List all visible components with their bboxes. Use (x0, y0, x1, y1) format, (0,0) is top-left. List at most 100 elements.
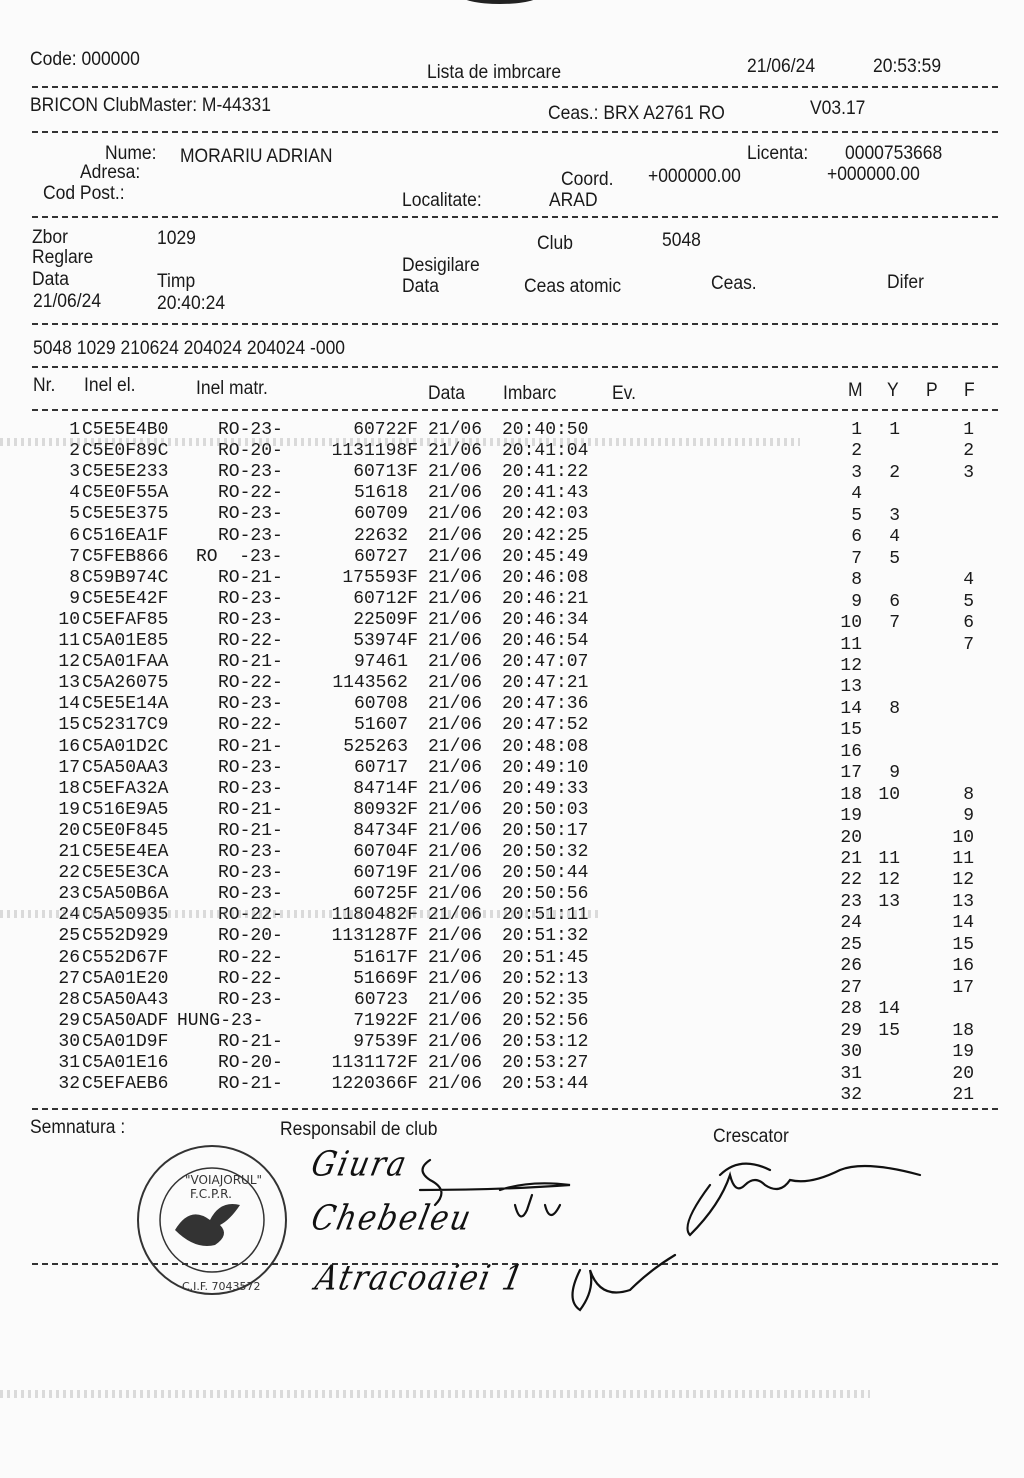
rank-m: 16 (840, 741, 862, 762)
rank-f: 10 (952, 827, 974, 848)
rank-m: 19 (840, 806, 862, 827)
row-number: 30 (58, 1031, 80, 1052)
ring-country-year: RO-21- (218, 652, 283, 673)
arrival-date: 21/06 (428, 947, 483, 968)
rank-m: 27 (840, 977, 862, 998)
electronic-ring: C5E0F55A (82, 483, 169, 504)
code-label: Code: 000000 (30, 49, 140, 70)
flight-code-line: 5048 1029 210624 204024 204024 -000 (33, 338, 346, 359)
arrival-date: 21/06 (428, 1010, 483, 1031)
electronic-ring: C5A01E85 (82, 631, 169, 651)
table-row: 25 C552D929 RO-20- 1131287F 21/06 20:51:32 25 1… (0, 926, 1024, 954)
ring-number: 97461 (353, 652, 408, 673)
arrival-date: 21/06 (428, 441, 483, 462)
ring-country-year: RO-20- (218, 441, 283, 462)
arrival-time: 20:46:21 (502, 588, 589, 609)
ring-country-year: RO-23- (218, 778, 283, 799)
divider (32, 131, 998, 133)
svg-text:F.C.P.R.: F.C.P.R. (190, 1187, 232, 1201)
arrival-date: 21/06 (428, 1074, 483, 1095)
table-row: 31 C5A01E16 RO-20- 1131172F 21/06 20:53:27 31 2… (0, 1053, 1024, 1084)
row-number: 3 (69, 462, 80, 483)
col-y: Y (887, 380, 899, 401)
electronic-ring: C5A01FAA (82, 652, 169, 673)
rank-f: 17 (952, 977, 974, 998)
ring-number: 60723 (353, 989, 408, 1010)
rank-m: 2 (851, 441, 862, 462)
table-row: 5 C5E5E375 RO-23- 60709 21/06 20:42:03 5 3 (0, 504, 1024, 525)
arrival-date: 21/06 (428, 820, 483, 841)
ring-number: 53974F (353, 631, 418, 651)
ring-country-year: RO -23- (196, 546, 283, 567)
rank-m: 6 (851, 527, 862, 548)
ring-country-year: HUNG-23- (177, 1010, 264, 1031)
ring-country-year: RO-21- (218, 1074, 283, 1095)
divider (32, 409, 998, 411)
print-time: 20:53:59 (873, 56, 942, 77)
electronic-ring: C5E5E4EA (82, 842, 169, 862)
row-number: 25 (58, 926, 80, 947)
rank-m: 4 (851, 484, 862, 505)
rank-y: 4 (889, 527, 900, 548)
rank-m: 29 (840, 1020, 862, 1041)
divider (32, 86, 998, 88)
ring-number: 51669F (353, 968, 418, 989)
row-number: 6 (69, 525, 80, 546)
arrival-time: 20:49:10 (502, 757, 589, 778)
rank-y: 14 (878, 999, 900, 1020)
arrival-time: 20:40:50 (502, 420, 589, 440)
table-row: 12 C5A01FAA RO-21- 97461 21/06 20:47:07 12 (0, 652, 1024, 676)
electronic-ring: C5A50B6A (82, 884, 169, 905)
ring-country-year: RO-23- (218, 863, 283, 884)
ring-country-year: RO-22- (218, 631, 283, 651)
row-number: 18 (58, 778, 80, 799)
ring-country-year: RO-23- (218, 420, 283, 440)
rank-f: 12 (952, 870, 974, 891)
col-m: M (848, 380, 863, 401)
scan-artifact (460, 0, 540, 4)
coord-x: +000000.00 (648, 166, 741, 187)
rank-f: 18 (952, 1020, 974, 1041)
arrival-time: 20:42:25 (502, 525, 589, 546)
clubmaster-id: BRICON ClubMaster: M-44331 (30, 95, 271, 116)
rank-m: 30 (840, 1042, 862, 1063)
rank-m: 12 (840, 655, 862, 676)
table-row: 20 C5E0F845 RO-21- 84734F 21/06 20:50:17 20 10 (0, 820, 1024, 848)
table-row: 23 C5A50B6A RO-23- 60725F 21/06 20:50:56 23 13 1… (0, 884, 1024, 912)
rank-m: 24 (840, 913, 862, 934)
rank-y: 2 (889, 462, 900, 483)
ring-number: 51618 (353, 483, 408, 504)
electronic-ring: C5A01E20 (82, 968, 169, 989)
rank-f: 15 (952, 934, 974, 955)
arrival-date: 21/06 (428, 420, 483, 440)
ring-country-year: RO-22- (218, 968, 283, 989)
electronic-ring: C5EFAEB6 (82, 1074, 169, 1095)
row-number: 24 (40, 905, 80, 925)
ring-number: 1131198F (331, 441, 418, 462)
ring-country-year: RO-23- (218, 588, 283, 609)
arrival-time: 20:53:44 (502, 1074, 589, 1095)
ring-number: 1131287F (331, 926, 418, 947)
rank-f: 14 (952, 913, 974, 934)
electronic-ring: C5E5E375 (82, 504, 169, 525)
col-ev: Ev. (612, 383, 636, 404)
row-number: 16 (58, 736, 80, 757)
divider (32, 216, 998, 218)
rank-y: 10 (878, 784, 900, 805)
ring-country-year: RO-23- (218, 842, 283, 862)
coord-label: Coord. (561, 169, 614, 190)
row-number: 8 (69, 567, 80, 588)
license-label: Licenta: (747, 143, 809, 164)
table-row: 16 C5A01D2C RO-21- 525263 21/06 20:48:08 16 (0, 736, 1024, 762)
ring-number: 60725F (353, 884, 418, 905)
ring-country-year: RO-23- (218, 504, 283, 525)
row-number: 15 (58, 715, 80, 736)
arrival-time: 20:48:08 (502, 736, 589, 757)
arrival-date: 21/06 (428, 631, 483, 651)
ring-number: 60717 (353, 757, 408, 778)
row-number: 5 (69, 504, 80, 525)
ring-country-year: RO-22- (218, 673, 283, 694)
arrival-time: 20:53:12 (502, 1031, 589, 1052)
row-number: 12 (58, 652, 80, 673)
rank-f: 20 (952, 1063, 974, 1084)
